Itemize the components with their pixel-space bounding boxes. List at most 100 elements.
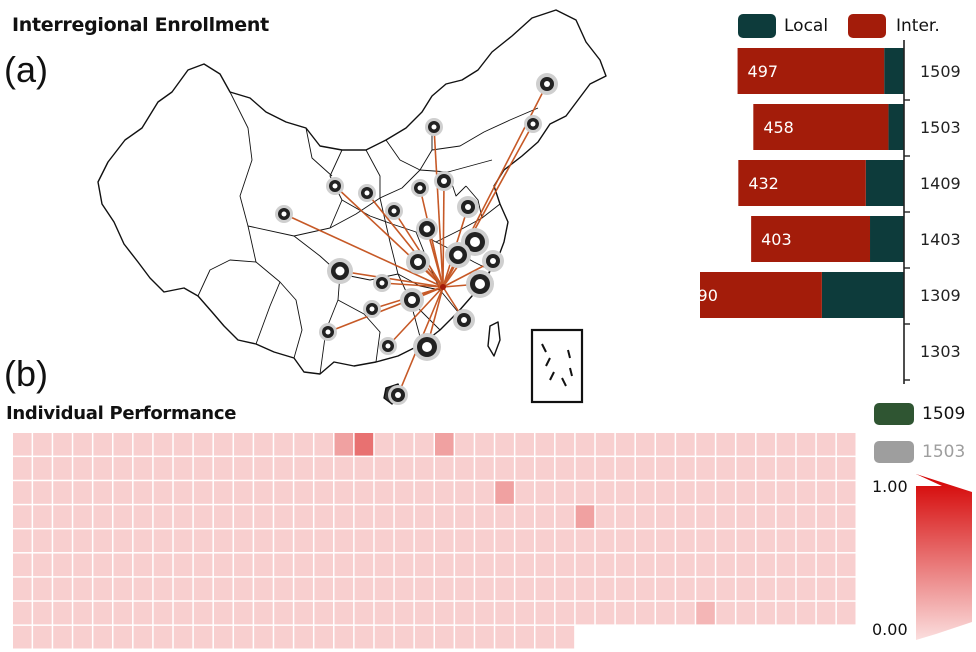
heatmap-cell xyxy=(756,577,776,601)
heatmap-cell xyxy=(535,481,555,504)
heatmap-cell xyxy=(696,529,715,553)
heatmap-cell xyxy=(836,457,856,480)
heatmap-cell xyxy=(53,625,72,649)
heatmap-cell xyxy=(635,433,655,456)
y-axis-tick-label: 1509 xyxy=(920,62,961,81)
heatmap-cell xyxy=(354,553,374,577)
heatmap-cell xyxy=(696,553,715,577)
heatmap-cell xyxy=(213,529,233,553)
flow-nodes xyxy=(275,73,558,405)
map-node xyxy=(413,333,441,361)
heatmap-cell xyxy=(234,601,253,625)
heatmap-cell xyxy=(776,529,796,553)
heatmap-cell xyxy=(756,505,776,528)
map-node xyxy=(327,258,353,284)
heatmap-cell xyxy=(334,601,354,625)
heatmap-cell xyxy=(93,577,112,601)
map-node xyxy=(363,300,381,318)
heatmap-cell xyxy=(274,433,293,456)
heatmap-cell xyxy=(515,481,534,504)
heatmap-cell xyxy=(555,433,575,456)
heatmap-cell xyxy=(113,529,133,553)
heatmap-cell xyxy=(234,457,253,480)
heatmap-cell xyxy=(294,601,313,625)
heatmap-cell xyxy=(73,625,92,649)
heatmap-cell xyxy=(575,601,595,625)
heatmap-cell xyxy=(414,577,434,601)
heatmap-cell xyxy=(374,481,394,504)
heatmap-cell xyxy=(816,529,836,553)
heatmap-cell xyxy=(455,529,474,553)
heatmap-cell xyxy=(394,625,414,649)
heatmap-cell xyxy=(374,625,394,649)
heatmap-cell xyxy=(53,481,72,504)
heatmap-cell xyxy=(173,577,193,601)
heatmap-cell xyxy=(475,457,494,480)
heatmap-cell xyxy=(776,553,796,577)
heatmap-cell xyxy=(676,577,695,601)
heatmap-cell xyxy=(354,433,374,456)
heatmap-cell xyxy=(13,457,32,480)
heatmap-cell xyxy=(294,625,313,649)
map-node xyxy=(434,171,454,191)
panel-b-letter: (b) xyxy=(4,353,48,394)
heatmap-cell xyxy=(274,457,293,480)
heatmap-cell xyxy=(13,601,32,625)
heatmap-cell xyxy=(696,577,715,601)
heatmap-cell xyxy=(314,457,334,480)
bar-inter xyxy=(737,48,885,94)
heatmap-cell xyxy=(33,505,52,528)
bar-inter xyxy=(738,160,866,206)
heatmap-cell xyxy=(234,529,253,553)
heatmap-cell xyxy=(796,601,816,625)
heatmap-cell xyxy=(53,553,72,577)
heatmap-cell xyxy=(736,529,756,553)
heatmap-cell xyxy=(595,529,615,553)
heatmap-cell xyxy=(374,505,394,528)
heatmap-cell xyxy=(575,553,595,577)
heatmap-cell xyxy=(455,481,474,504)
heatmap-cell xyxy=(53,433,72,456)
heatmap-cell xyxy=(133,553,153,577)
heatmap-cell xyxy=(414,529,434,553)
heatmap-cell xyxy=(414,505,434,528)
heatmap-cell xyxy=(234,625,253,649)
heatmap-cell xyxy=(294,433,313,456)
heatmap-cell xyxy=(173,601,193,625)
legend-swatch-local xyxy=(738,14,776,38)
heatmap-cell xyxy=(615,601,635,625)
heatmap-cell xyxy=(595,457,615,480)
heatmap-cell xyxy=(575,457,595,480)
south-china-sea-inset xyxy=(530,328,584,404)
map-node xyxy=(358,184,376,202)
heatmap-cell xyxy=(756,433,776,456)
heatmap-cell xyxy=(394,529,414,553)
heatmap-cell xyxy=(414,457,434,480)
heatmap-cell xyxy=(153,601,173,625)
heatmap-cell xyxy=(676,457,695,480)
heatmap-cell xyxy=(53,505,72,528)
legend-label-1509: 1509 xyxy=(922,404,966,424)
bar-local xyxy=(884,48,904,94)
heatmap-cell xyxy=(836,433,856,456)
heatmap-cell xyxy=(193,553,213,577)
heatmap-cell xyxy=(213,625,233,649)
y-axis-tick-label: 1403 xyxy=(920,230,961,249)
bar-value-label: 458 xyxy=(763,118,794,137)
heatmap-cell xyxy=(756,601,776,625)
heatmap-cell xyxy=(515,553,534,577)
heatmap-cell xyxy=(254,529,273,553)
taiwan-outline xyxy=(487,321,501,357)
heatmap-cell xyxy=(535,625,555,649)
heatmap-cell xyxy=(555,481,575,504)
heatmap-cell xyxy=(193,433,213,456)
heatmap-cell xyxy=(736,481,756,504)
heatmap-cell xyxy=(173,625,193,649)
heatmap-cell xyxy=(816,577,836,601)
heatmap-cell xyxy=(435,577,454,601)
legend-swatch-1503 xyxy=(874,441,914,463)
heatmap-cell xyxy=(153,481,173,504)
heatmap-cell xyxy=(354,529,374,553)
heatmap-cell xyxy=(736,433,756,456)
heatmap-cell xyxy=(635,457,655,480)
